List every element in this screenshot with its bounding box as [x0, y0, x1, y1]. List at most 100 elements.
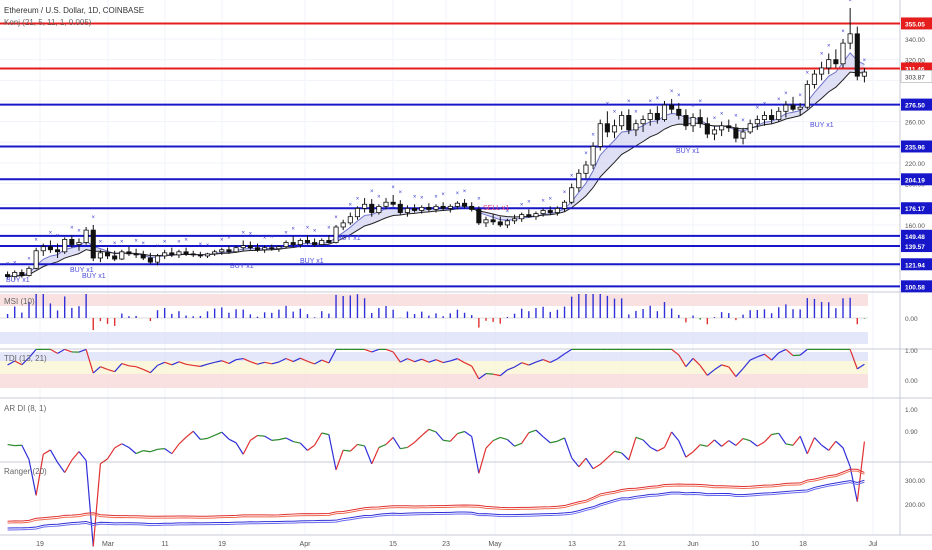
tdi-line — [364, 348, 372, 353]
signal-label: BUY x1 — [70, 267, 94, 274]
candle-body — [19, 272, 25, 276]
ardi-line — [563, 437, 573, 459]
ardi-line — [285, 437, 294, 443]
ardi-line — [49, 449, 59, 463]
candle-body — [326, 240, 332, 243]
candle-body — [669, 104, 675, 110]
ardi-line — [771, 432, 779, 436]
ardi-line — [663, 431, 673, 448]
tdi-line — [164, 361, 172, 366]
tdi-line — [728, 366, 737, 377]
tdi-line — [706, 369, 715, 376]
candle-body — [404, 208, 410, 213]
ardi-line — [799, 436, 808, 455]
time-tick: 21 — [618, 541, 626, 548]
candle-body — [819, 67, 825, 75]
tdi-line — [721, 364, 729, 368]
candle-body — [497, 221, 503, 226]
ardi-line — [178, 436, 187, 445]
candle-body — [412, 208, 418, 211]
signal-x: × — [777, 97, 781, 103]
signal-label: BUY x1 — [82, 273, 106, 280]
ardi-line — [749, 440, 758, 447]
tdi-line — [228, 359, 237, 364]
ardi-line — [814, 437, 823, 446]
msi-title: MSI (10) — [4, 297, 35, 306]
candle-body — [490, 219, 496, 223]
ardi-line — [364, 445, 373, 465]
signal-x: × — [6, 261, 10, 267]
tdi-line — [85, 349, 94, 374]
signal-x: × — [34, 238, 38, 244]
candle-body — [661, 104, 668, 120]
ardi-line — [157, 448, 165, 450]
ardi-line — [185, 430, 194, 438]
candle-body — [226, 249, 232, 253]
candle-body — [733, 127, 739, 139]
signal-x: × — [656, 96, 660, 102]
ardi-line — [143, 450, 151, 453]
tdi-line — [221, 360, 230, 365]
level-badge — [901, 240, 932, 253]
candle-body — [554, 208, 560, 213]
signal-x: × — [49, 230, 53, 236]
tdi-line — [771, 352, 780, 361]
signal-x: × — [648, 99, 652, 105]
candle-body — [504, 220, 510, 226]
tdi-line — [300, 357, 308, 362]
signal-x: × — [763, 101, 767, 107]
tdi-line — [149, 364, 158, 374]
signal-x: × — [177, 240, 181, 246]
ardi-line — [606, 450, 615, 459]
ardi-line — [535, 429, 544, 438]
candle-body — [290, 242, 296, 245]
signal-x: × — [441, 192, 445, 198]
ardi-line — [242, 440, 251, 455]
ardi-line — [649, 446, 658, 452]
candle-body — [283, 242, 289, 248]
signal-x: × — [27, 256, 31, 262]
tdi-line — [200, 363, 208, 367]
candle-body — [212, 251, 218, 255]
tdi-line — [207, 361, 215, 365]
indicator-label: Konj (21, 5, 11, 1, 0.005) — [4, 18, 92, 27]
ardi-panel: 1.00 0.90 — [7, 407, 918, 547]
msi-zone-low — [0, 332, 868, 344]
last-price-text: 303.87 — [905, 74, 925, 81]
ardi-line — [506, 439, 515, 447]
signal-x: × — [334, 215, 338, 221]
ardi-line — [349, 444, 358, 452]
tdi-line — [464, 362, 472, 367]
ardi-line — [635, 436, 644, 441]
time-tick: May — [488, 541, 502, 548]
signal-x: × — [399, 190, 403, 196]
signal-x: × — [541, 198, 545, 204]
level-badge-text: 311.46 — [905, 66, 925, 73]
candle-body — [55, 249, 61, 253]
ardi-line — [735, 438, 744, 446]
candle-body — [390, 201, 396, 205]
candle-body — [183, 251, 189, 255]
candle-body — [462, 202, 468, 207]
ardi-line — [657, 446, 665, 452]
tdi-line — [271, 361, 280, 365]
signal-marks: × ××××××××× × × × ××× × ×× ×× ×× ×× ××× ××××××××××× ×… — [6, 0, 867, 267]
msi-zone-high — [0, 294, 868, 306]
ardi-line — [757, 441, 765, 447]
ardi-line — [150, 448, 158, 453]
signal-x: × — [698, 99, 702, 105]
candle-body — [840, 42, 846, 65]
candle-body — [40, 246, 46, 252]
level-badge — [901, 140, 932, 153]
candle-body — [76, 242, 82, 245]
tdi-line — [521, 362, 530, 366]
ardi-line — [421, 428, 430, 436]
candle-body — [776, 110, 782, 120]
tdi-line — [321, 359, 330, 364]
time-tick: Jun — [687, 541, 698, 548]
time-tick: 11 — [161, 541, 168, 548]
tdi-line — [485, 372, 494, 375]
signal-x: × — [563, 190, 567, 196]
tdi-line — [250, 361, 258, 365]
